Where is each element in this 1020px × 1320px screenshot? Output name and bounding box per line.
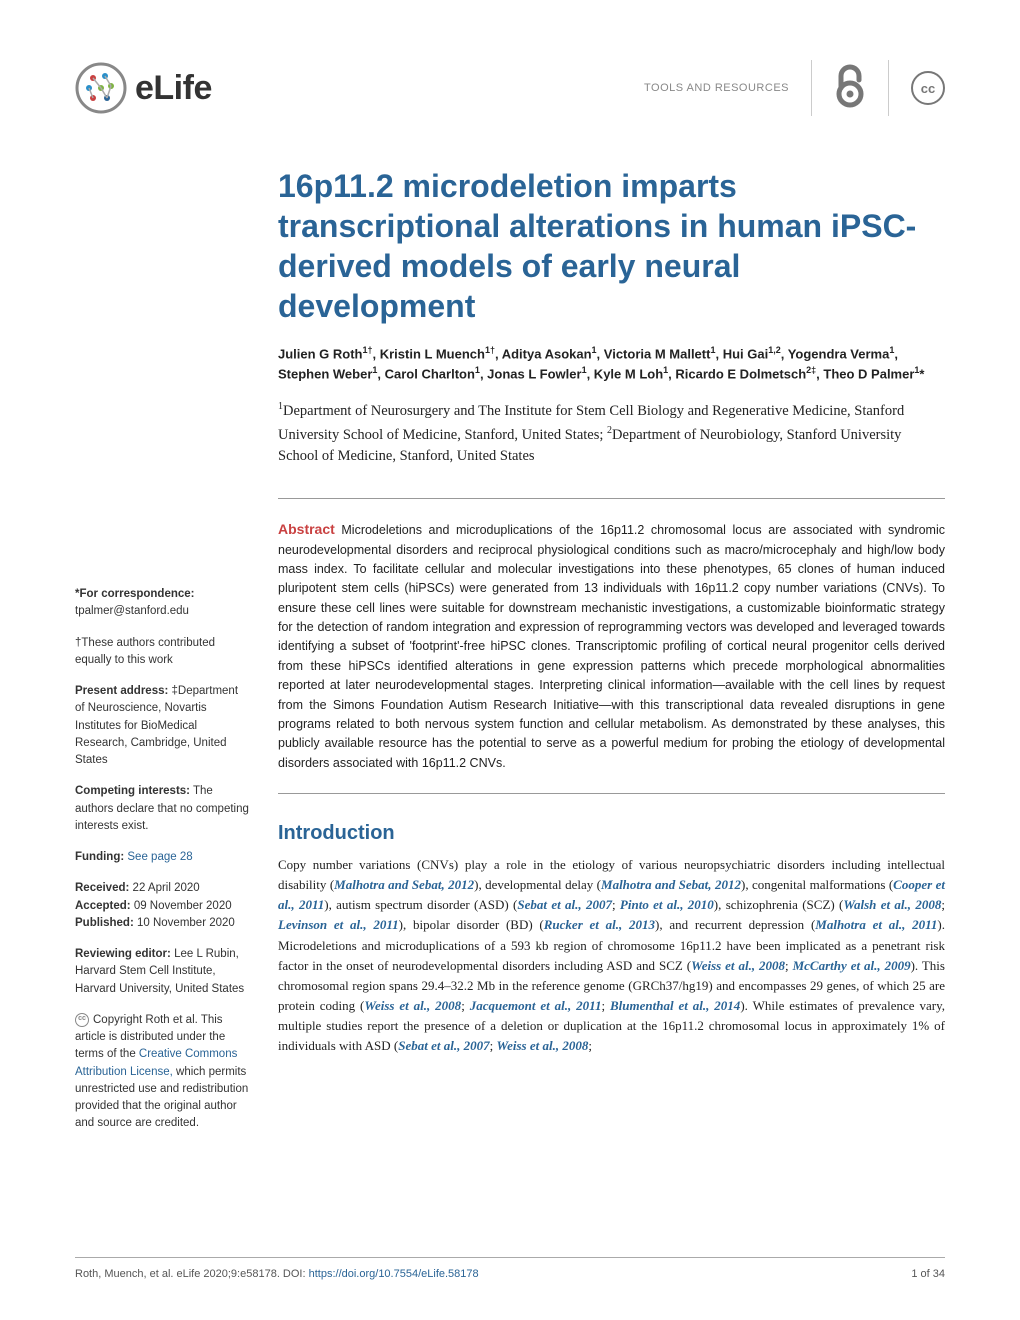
correspondence-email: tpalmer@stanford.edu xyxy=(75,605,189,617)
main-column: 16p11.2 microdeletion imparts transcript… xyxy=(278,166,945,1147)
abstract-text: Microdeletions and microduplications of … xyxy=(278,523,945,770)
cc-license-icon: cc xyxy=(911,71,945,105)
reviewing-editor: Reviewing editor: Lee L Rubin, Harvard S… xyxy=(75,946,250,998)
divider xyxy=(888,60,889,116)
funding-block: Funding: See page 28 xyxy=(75,849,250,866)
elife-logo-mark xyxy=(75,62,127,114)
funding-link[interactable]: See page 28 xyxy=(127,851,192,863)
introduction-body: Copy number variations (CNVs) play a rol… xyxy=(278,855,945,1056)
copyright-block: ccCopyright Roth et al. This article is … xyxy=(75,1012,250,1133)
footer: Roth, Muench, et al. eLife 2020;9:e58178… xyxy=(75,1257,945,1280)
dates-block: Received: 22 April 2020 Accepted: 09 Nov… xyxy=(75,880,250,932)
competing-interests: Competing interests: The authors declare… xyxy=(75,783,250,835)
article-category: TOOLS AND RESOURCES xyxy=(644,82,789,94)
divider xyxy=(811,60,812,116)
authors-list: Julien G Roth1†, Kristin L Muench1†, Adi… xyxy=(278,344,945,385)
abstract-label: Abstract xyxy=(278,521,335,537)
page-number: 1 of 34 xyxy=(911,1268,945,1280)
footer-citation: Roth, Muench, et al. eLife 2020;9:e58178… xyxy=(75,1268,479,1280)
sidebar: *For correspondence: tpalmer@stanford.ed… xyxy=(75,166,250,1147)
header: eLife TOOLS AND RESOURCES cc xyxy=(75,60,945,116)
journal-name: eLife xyxy=(135,69,212,108)
article-title: 16p11.2 microdeletion imparts transcript… xyxy=(278,166,945,326)
equal-contrib: †These authors contributed equally to th… xyxy=(75,635,250,670)
affiliations: 1Department of Neurosurgery and The Inst… xyxy=(278,399,945,468)
abstract: Abstract Microdeletions and microduplica… xyxy=(278,498,945,794)
present-address: Present address: ‡Department of Neurosci… xyxy=(75,683,250,769)
introduction-heading: Introduction xyxy=(278,822,945,845)
doi-link[interactable]: https://doi.org/10.7554/eLife.58178 xyxy=(309,1268,479,1280)
open-access-icon xyxy=(834,64,866,113)
cc-small-icon: cc xyxy=(75,1013,89,1027)
content-area: *For correspondence: tpalmer@stanford.ed… xyxy=(75,166,945,1147)
journal-logo: eLife xyxy=(75,62,212,114)
header-right: TOOLS AND RESOURCES cc xyxy=(644,60,945,116)
correspondence-block: *For correspondence: tpalmer@stanford.ed… xyxy=(75,586,250,621)
